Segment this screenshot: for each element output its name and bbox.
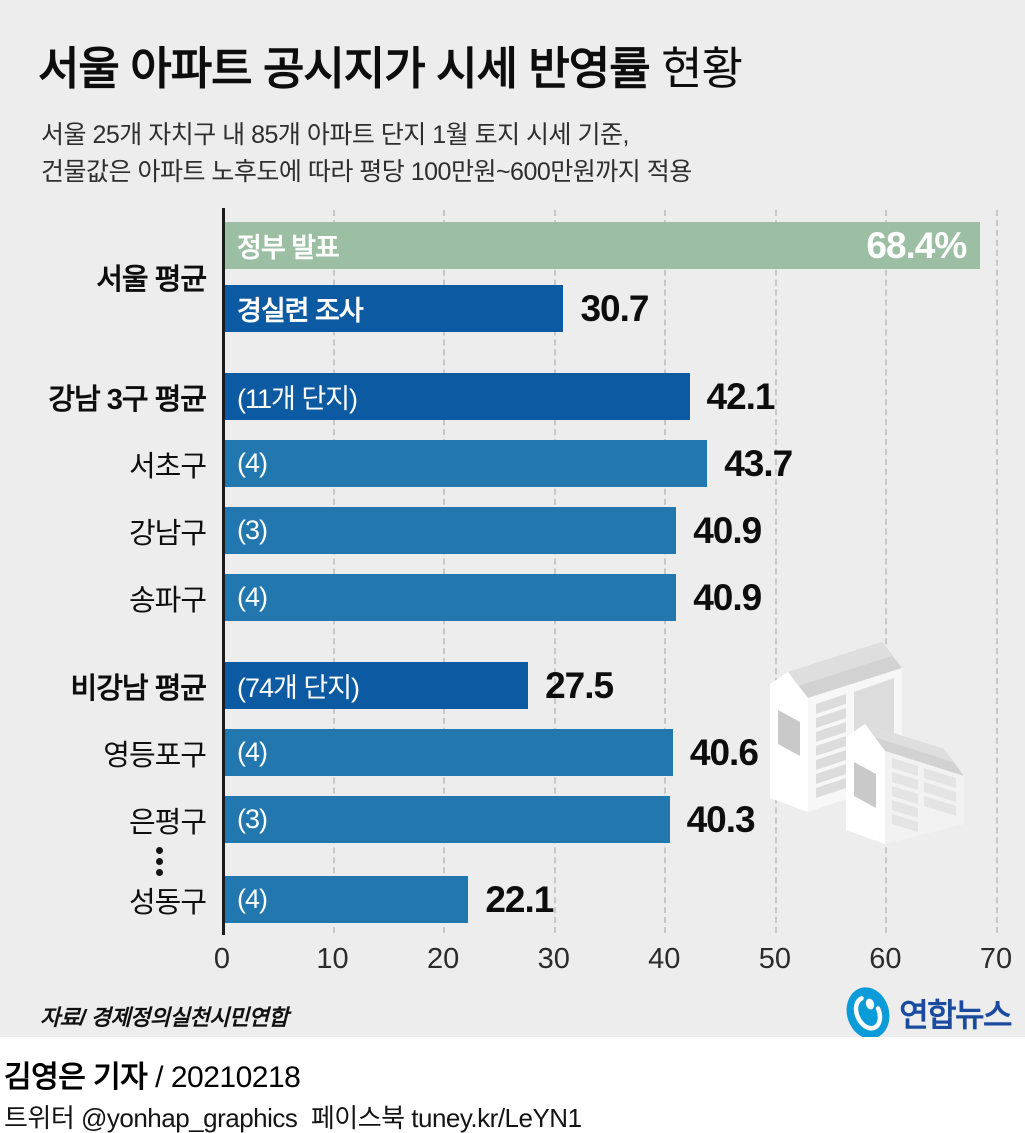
yonhap-logo-text: 연합뉴스 [899,997,1012,1033]
x-tick-label: 10 [316,943,349,975]
ellipsis-dot [156,858,163,865]
source-note: 자료/ 경제정의실천시민연합 [40,1005,289,1030]
category-label: 강남구 [128,517,207,550]
bar-value: 40.9 [693,577,762,618]
gridline [774,210,777,933]
byline-date: / 20210218 [147,1061,301,1094]
category-label: 비강남 평균 [70,672,207,705]
bar: (4) [224,574,677,621]
bar-series-label: (4) [237,737,268,767]
bar-value: 40.9 [693,510,762,551]
bar-value: 42.1 [706,376,776,417]
gridline [885,210,888,933]
bar: (4) [224,729,673,776]
gridline [664,210,667,933]
bar-value: 22.1 [485,879,554,920]
ellipsis-dot [156,869,163,876]
bar: 정부 발표 68.4% [224,222,981,269]
byline-name: 김영은 기자 [4,1061,148,1094]
bar: (3) [224,507,677,554]
bar-series-label: (4) [237,448,268,478]
x-tick-label: 0 [213,943,231,975]
bar: (74개 단지) [224,662,529,709]
subtitle-line-2: 건물값은 아파트 노후도에 따라 평당 100만원~600만원까지 적용 [41,158,692,186]
bar: (4) [224,440,708,487]
bar-series-label: (3) [237,804,268,834]
ellipsis-dot [156,847,163,854]
x-tick-label: 40 [648,943,681,975]
bar-value: 40.6 [689,732,759,773]
page-title-main: 서울 아파트 공시지가 시세 반영률 [38,43,651,94]
y-axis-line [222,208,225,935]
category-label: 영등포구 [103,739,207,772]
bar-value: 40.3 [686,799,756,840]
subtitle-line-1: 서울 25개 자치구 내 85개 아파트 단지 1월 토지 시세 기준, [41,121,629,149]
bar-series-label: (11개 단지) [237,384,358,414]
x-tick-label: 50 [758,943,791,975]
category-label: 송파구 [128,584,207,617]
x-tick-label: 60 [869,943,902,975]
plot-area: 0 10 20 30 40 50 60 70 서울 평균 정부 발표 68.4% 경실련 조사 30.7… [0,208,1025,1000]
bar-series-label: (3) [237,515,268,545]
bar: (3) [224,796,670,843]
bar-chart: 0 10 20 30 40 50 60 70 서울 평균 정부 발표 68.4% 경실련 조사 30.7… [0,208,1025,1000]
bar-series-label: (4) [237,884,268,914]
page-title-suffix: 현황 [649,43,743,94]
x-tick-label: 70 [979,943,1013,975]
gridline [443,210,446,933]
x-tick-label: 20 [427,943,460,975]
gridline [332,210,335,933]
bar-series-label: 경실련 조사 [237,296,364,326]
bar-value: 68.4% [866,224,967,266]
bar: 경실련 조사 [224,285,564,332]
social-line: 트위터 @yonhap_graphics 페이스북 tuney.kr/LeYN1 [4,1103,582,1133]
footer-panel: 김영은 기자 / 20210218 트위터 @yonhap_graphics 페… [0,1037,1025,1133]
category-label: 서울 평균 [96,264,207,296]
yonhap-logo: 연합뉴스 [844,984,1012,1042]
ellipsis-dots [156,847,163,876]
category-label: 서초구 [128,450,207,483]
bar-value: 43.7 [724,443,793,484]
bar: (11개 단지) [224,373,690,420]
x-tick-label: 30 [537,943,570,975]
gridline [996,210,998,933]
apartment-buildings-icon [770,642,964,844]
page-title: 서울 아파트 공시지가 시세 반영률 현황 [38,32,743,97]
category-label: 강남 3구 평균 [48,383,207,416]
bar-series-label: (74개 단지) [237,673,360,703]
bar: (4) [224,876,469,923]
bar-value: 30.7 [580,288,649,329]
building-right [846,724,964,844]
bar-series-label: 정부 발표 [237,233,340,263]
byline: 김영은 기자 / 20210218 [4,1052,301,1096]
bar-value: 27.5 [545,665,614,706]
yonhap-logo-mark-icon [846,987,890,1039]
category-label: 성동구 [128,886,207,919]
gridline [553,210,556,933]
category-label: 은평구 [128,806,207,839]
bar-series-label: (4) [237,582,268,612]
graphic-panel: 서울 아파트 공시지가 시세 반영률 현황 서울 25개 자치구 내 85개 아… [0,0,1025,1039]
